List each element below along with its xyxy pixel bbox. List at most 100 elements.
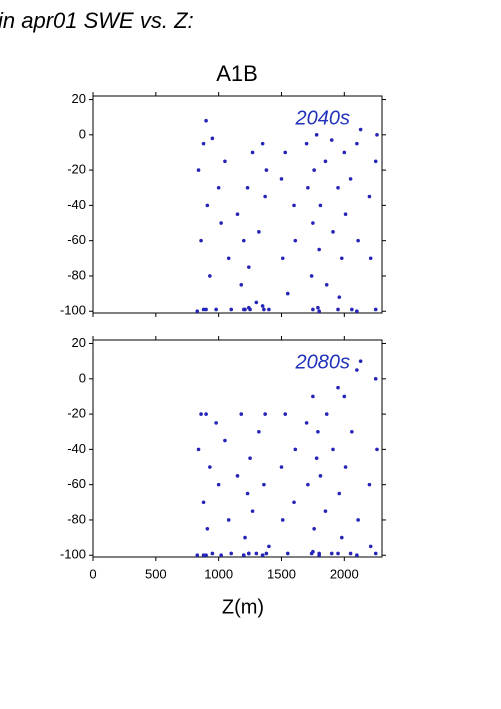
data-point [247,551,251,556]
data-point [204,412,208,416]
data-point [317,553,321,558]
data-point [250,509,255,513]
data-point [312,168,316,172]
data-point [356,238,360,243]
data-point [264,551,269,556]
chart-title: A1B [216,61,258,86]
data-point [201,500,206,505]
y-tick-label: 0 [79,370,86,385]
data-point [219,221,223,225]
data-point [199,238,203,243]
data-point [196,168,201,172]
data-point [241,553,246,558]
data-point [367,194,372,199]
data-point [355,141,359,146]
data-point [229,551,234,556]
data-point [375,133,379,137]
data-point [355,368,359,372]
data-point [201,307,206,312]
data-point [314,133,319,137]
data-point [316,305,320,310]
data-point [306,482,310,487]
data-point [201,141,206,146]
data-point [285,291,290,296]
data-point [283,412,288,416]
data-point [279,177,284,181]
data-point [350,429,354,434]
y-tick-label: -100 [60,303,86,318]
x-tick-label: 500 [145,566,167,581]
data-point [358,127,363,132]
data-point [373,551,378,556]
data-point [336,551,340,556]
y-tick-label: -60 [67,232,86,247]
data-point [311,307,315,312]
data-point [293,447,298,452]
data-point [223,159,227,164]
data-point [337,295,342,299]
data-point [348,177,353,181]
data-point [342,150,347,155]
y-tick-label: -100 [60,547,86,562]
data-point [312,526,316,531]
data-point [223,438,227,443]
data-point [214,421,218,425]
data-point [204,307,208,312]
data-point [260,141,265,146]
data-point [343,212,348,217]
data-point [204,118,208,123]
x-tick-label: 0 [89,566,96,581]
data-point [245,185,250,190]
data-point [201,553,206,558]
data-point [350,307,354,312]
x-tick-label: 1500 [267,566,296,581]
data-point [373,159,378,164]
data-point [318,203,323,208]
data-point [331,230,335,234]
data-point [375,447,379,452]
data-point [323,159,328,164]
data-point [339,256,344,261]
data-point [210,136,215,141]
data-point [358,359,363,363]
data-point [263,194,267,199]
data-point [235,474,240,478]
data-point [355,309,359,314]
panel-annotation: 2080s [295,351,351,373]
data-point [219,553,223,558]
data-point [229,307,234,312]
data-point [248,456,252,461]
data-point [316,429,320,434]
data-point [257,429,261,434]
page-header: in apr01 SWE vs. Z: [0,8,194,33]
data-point [214,307,218,312]
data-point [210,551,215,556]
data-point [279,465,284,469]
y-tick-label: 0 [79,126,86,141]
data-point [292,203,296,208]
data-point [311,394,315,399]
data-point [208,465,212,469]
data-point [245,491,250,496]
data-point [226,518,231,522]
y-tick-label: 20 [72,91,86,106]
data-point [216,482,221,487]
data-point [241,307,246,312]
data-point [309,274,314,278]
data-point [283,150,288,155]
data-point [373,377,378,381]
data-point [235,212,240,217]
data-point [368,544,373,549]
data-point [196,447,201,452]
data-point [262,482,266,487]
data-point [336,385,340,390]
data-point [342,394,347,399]
data-point [343,465,348,469]
x-tick-label: 1000 [204,566,233,581]
data-point [264,168,269,172]
data-point [329,551,334,556]
data-point [263,412,267,416]
data-point [241,238,246,243]
data-point [208,274,212,278]
data-point [280,518,285,522]
